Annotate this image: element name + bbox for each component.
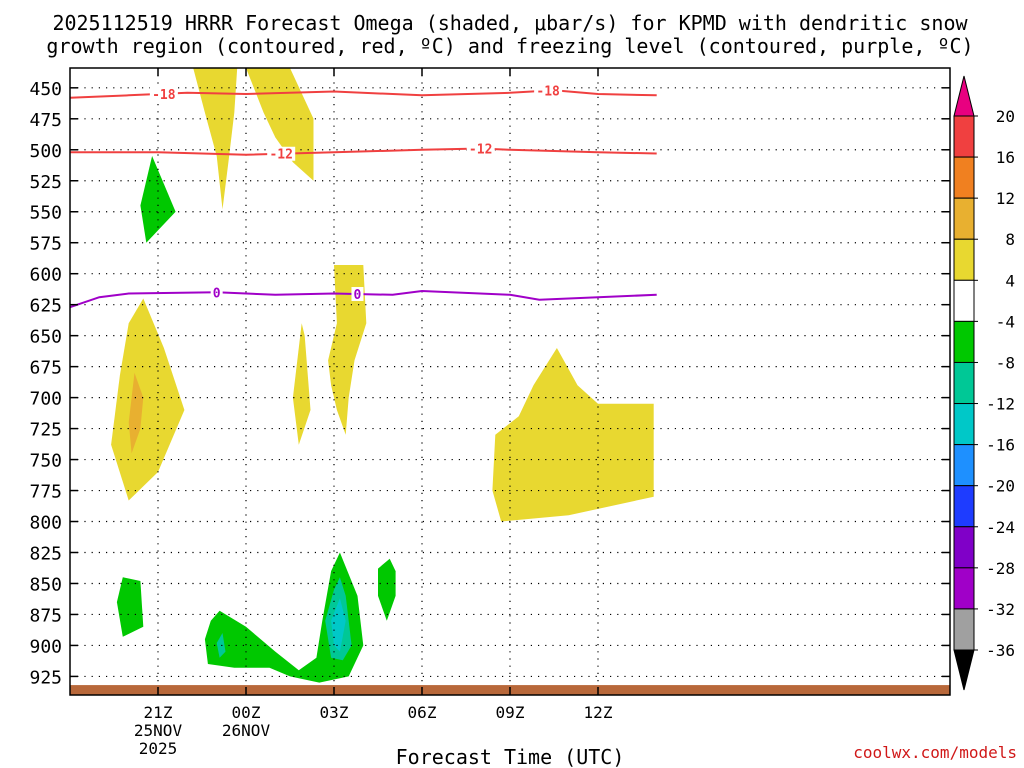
colorbar-tick-label: -24 [986, 518, 1015, 537]
shaded-region-2 [246, 68, 314, 181]
colorbar-box [953, 403, 975, 446]
colorbar-box [953, 526, 975, 569]
colorbar-tick-label: -8 [996, 353, 1015, 372]
colorbar: 20 16 12 8 4 -4 -8 -12 -16 -20 -24 -28 -32 -36 [953, 75, 1015, 691]
y-tick-label: 450 [29, 79, 62, 100]
contour-label-bg [149, 86, 178, 101]
colorbar-box [953, 156, 975, 199]
colorbar-tick-label: 4 [1005, 271, 1015, 290]
plot-clip-group: -18 -18 -12 -12 0 0 [70, 68, 950, 695]
shaded-region-10 [204, 552, 364, 683]
colorbar-tick-label: -32 [986, 600, 1015, 619]
x-tick-label: 2025 [139, 739, 178, 758]
shaded-region-14 [378, 558, 396, 621]
colorbar-box [953, 608, 975, 651]
y-tick-label: 925 [29, 667, 62, 688]
shaded-region-4 [128, 372, 144, 454]
colorbar-tick-label: -4 [996, 312, 1015, 331]
contour-label-bg [466, 141, 495, 156]
colorbar-tick-label: -12 [986, 395, 1015, 414]
colorbar-box [953, 320, 975, 363]
y-tick-label: 625 [29, 296, 62, 317]
shaded-region-1 [193, 68, 238, 210]
x-tick-label: 03Z [320, 703, 349, 722]
contour-label-bg [534, 83, 563, 98]
x-tick-label: 06Z [408, 703, 437, 722]
contour-label: 0 [354, 288, 362, 303]
colorbar-tick-label: 16 [996, 148, 1015, 167]
shaded-region-6 [292, 323, 311, 445]
shaded-region-9 [116, 577, 144, 637]
colorbar-tick-label: -28 [986, 559, 1015, 578]
y-tick-label: 775 [29, 482, 62, 503]
x-tick-label: 21Z [144, 703, 173, 722]
x-tick-label: 09Z [496, 703, 525, 722]
shaded-region-12 [331, 598, 346, 652]
shaded-region-3 [111, 298, 185, 501]
x-tick-label: 26NOV [222, 721, 271, 740]
colorbar-tick-label: -20 [986, 477, 1015, 496]
y-tick-label: 825 [29, 544, 62, 565]
y-tick-label: 650 [29, 327, 62, 348]
plot-area: -18 -18 -12 -12 0 0 [70, 68, 950, 695]
colorbar-tick-label: -36 [986, 641, 1015, 660]
y-tick-label: 900 [29, 636, 62, 657]
x-axis-label: Forecast Time (UTC) [396, 745, 625, 768]
shaded-region-5 [328, 265, 367, 435]
colorbar-tick-label: -16 [986, 436, 1015, 455]
colorbar-box [953, 115, 975, 158]
x-tick-label: 25NOV [134, 721, 183, 740]
contour-label: -18 [536, 85, 560, 100]
chart-title-line2: growth region (contoured, red, ºC) and f… [46, 34, 973, 58]
y-tick-label: 600 [29, 265, 62, 286]
y-tick-label: 575 [29, 234, 62, 255]
y-tick-label: 475 [29, 110, 62, 131]
y-tick-label: 550 [29, 203, 62, 224]
y-tick-label: 700 [29, 389, 62, 410]
colorbar-top-triangle [953, 75, 975, 117]
credit-text: coolwx.com/models [853, 743, 1017, 762]
y-tick-label: 800 [29, 513, 62, 534]
y-tick-label: 525 [29, 172, 62, 193]
colorbar-bottom-triangle [953, 649, 975, 691]
contour-line-2 [70, 147, 657, 156]
colorbar-tick-label: 12 [996, 189, 1015, 208]
colorbar-tick-label: 8 [1005, 230, 1015, 249]
y-tick-label: 875 [29, 605, 62, 626]
colorbar-tick-label: 20 [996, 107, 1015, 126]
contour-label-bg [267, 146, 296, 161]
contour-label: -12 [469, 143, 492, 158]
contour-label: 0 [213, 286, 221, 301]
contour-label-bg [351, 287, 364, 302]
y-tick-label: 500 [29, 141, 62, 162]
colorbar-box [953, 444, 975, 487]
axes: 450 475 500 525 550 575 600 625 650 675 700 725 750 7… [29, 67, 951, 758]
contour-label: -12 [269, 148, 292, 163]
y-tick-label: 725 [29, 420, 62, 441]
colorbar-box [953, 361, 975, 405]
shaded-region-8 [140, 156, 176, 243]
colorbar-box [953, 485, 975, 528]
y-tick-label: 850 [29, 574, 62, 595]
chart-title-line1: 2025112519 HRRR Forecast Omega (shaded, … [52, 11, 968, 35]
shaded-region-13 [216, 633, 226, 658]
colorbar-box [953, 197, 975, 240]
y-tick-label: 675 [29, 358, 62, 379]
colorbar-box [953, 279, 975, 322]
contour-label: -18 [152, 88, 176, 103]
colorbar-box [953, 238, 975, 281]
x-tick-label: 00Z [232, 703, 261, 722]
x-tick-label: 12Z [584, 703, 613, 722]
shaded-region-7 [492, 348, 654, 522]
colorbar-box [953, 567, 975, 610]
y-tick-label: 750 [29, 451, 62, 472]
contour-label-bg [210, 285, 223, 300]
